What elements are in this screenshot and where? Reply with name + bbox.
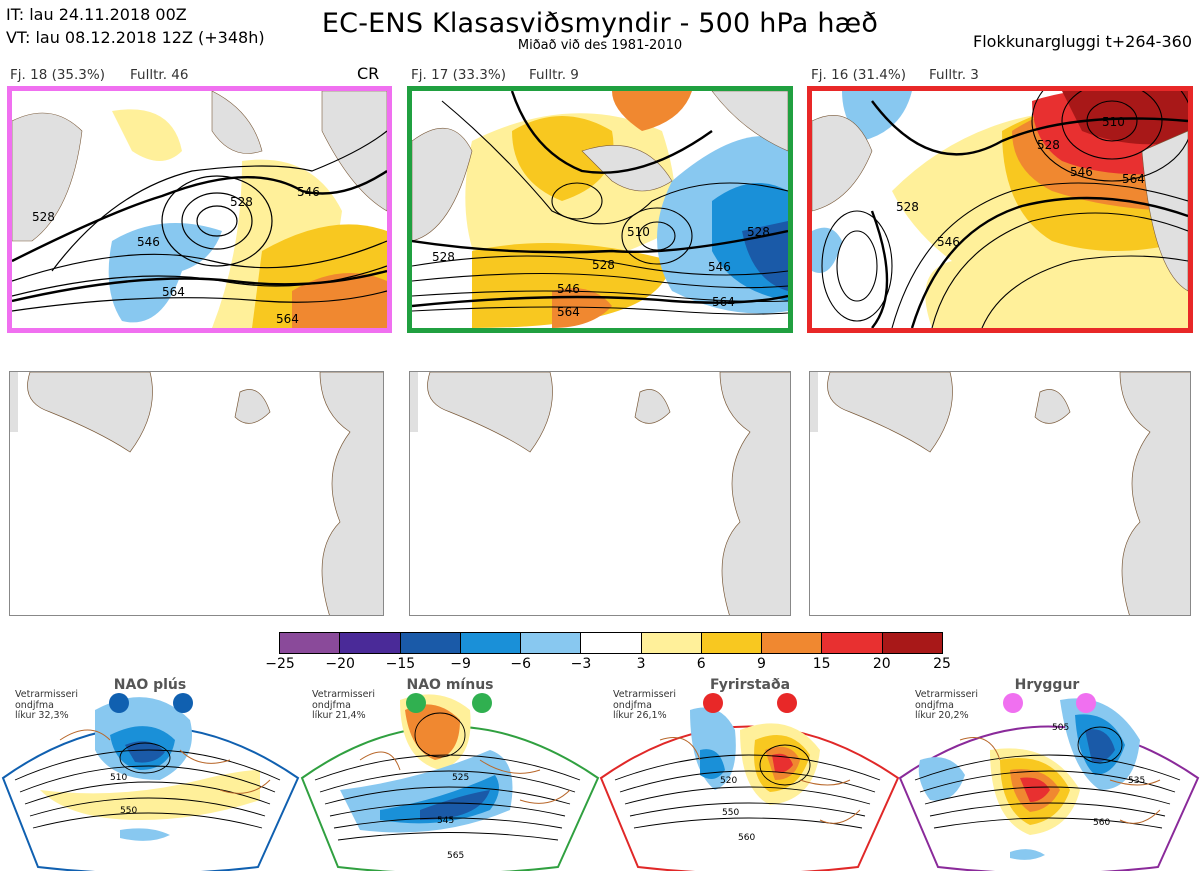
contour-label: 528 [32, 210, 55, 224]
colorbar-segment [459, 633, 521, 653]
contour-label: 528 [747, 225, 770, 239]
contour-label: 528 [896, 200, 919, 214]
contour-label: 564 [162, 285, 185, 299]
colorbar-segment [881, 633, 942, 653]
cluster-3-representative: Fulltr. 3 [929, 67, 979, 83]
cluster-2-map: 528 528 546 564 510 528 546 564 [407, 86, 793, 333]
colorbar-segment [761, 633, 822, 653]
colorbar-segment [339, 633, 400, 653]
colorbar-tick-label: 6 [696, 656, 706, 672]
initial-time: IT: lau 24.11.2018 00Z [6, 5, 187, 24]
cluster-3-map: 510 528 546 564 528 546 [807, 86, 1193, 333]
colorbar-segment [520, 633, 581, 653]
contour-label: 560 [738, 833, 755, 843]
regime-dot [777, 693, 797, 713]
contour-label: 510 [627, 225, 650, 239]
regime-name: NAO mínus [406, 677, 494, 693]
valid-time: VT: lau 08.12.2018 12Z (+348h) [6, 28, 265, 47]
colorbar-tick-label: −3 [570, 656, 592, 672]
regime-name: Fyrirstaða [709, 677, 791, 693]
empty-map-1 [9, 371, 384, 616]
colorbar-tick-label: −6 [510, 656, 532, 672]
contour-label: 546 [1070, 165, 1093, 179]
contour-label: 564 [276, 312, 299, 326]
regime-panels: 510 550 525 545 565 [1, 693, 1200, 871]
contour-label: 565 [447, 851, 464, 861]
regime-dot [703, 693, 723, 713]
colorbar-tick-label: 15 [812, 656, 831, 672]
regime-dot [406, 693, 426, 713]
contour-label: 564 [712, 295, 735, 309]
colorbar-tick-label: −20 [325, 656, 355, 672]
regime-name: NAO plús [113, 677, 187, 693]
regime-nao-minus-map: 525 545 565 [300, 693, 600, 871]
colorbar-tick-label: −15 [385, 656, 416, 672]
contour-label: 564 [1122, 172, 1145, 186]
contour-label: 528 [1037, 138, 1060, 152]
cluster-2-representative: Fulltr. 9 [529, 67, 579, 83]
classification-window: Flokkunargluggi t+264-360 [973, 32, 1192, 51]
contour-label: 510 [110, 773, 127, 783]
contour-label: 550 [722, 808, 739, 818]
page-subtitle: Miðað við des 1981-2010 [517, 38, 683, 53]
contour-label: 535 [1128, 776, 1145, 786]
colorbar-segment [640, 633, 701, 653]
cluster-1-label: Fj. 18 (35.3%) [10, 67, 105, 83]
contour-label: 564 [557, 305, 580, 319]
contour-label: 510 [1102, 115, 1125, 129]
cluster-1-map: 546 564 528 528 546 564 [7, 86, 392, 333]
colorbar-segment [700, 633, 762, 653]
regime-note: Vetrarmisseri ondjfma líkur 21,4% [312, 689, 375, 721]
contour-label: 528 [230, 195, 253, 209]
colorbar-tick-label: −9 [450, 656, 471, 672]
cluster-3-label: Fj. 16 (31.4%) [811, 67, 906, 83]
cluster-1-representative: Fulltr. 46 [130, 67, 189, 83]
colorbar-tick-label: 25 [933, 656, 951, 672]
contour-label: 550 [120, 806, 137, 816]
regime-ridge-map: 505 535 560 [898, 693, 1200, 871]
contour-label: 520 [720, 776, 737, 786]
colorbar-tick-label: 3 [636, 656, 646, 672]
colorbar-tick-label: 9 [756, 656, 766, 672]
colorbar [279, 632, 943, 654]
colorbar-tick-label: −25 [265, 656, 295, 672]
contour-label: 525 [452, 773, 469, 783]
colorbar-segment [580, 633, 641, 653]
contour-label: 545 [437, 816, 454, 826]
contour-label: 546 [708, 260, 731, 274]
contour-label: 505 [1052, 723, 1069, 733]
colorbar-tick-label: 20 [872, 656, 891, 672]
contour-label: 528 [432, 250, 455, 264]
colorbar-segment [821, 633, 882, 653]
regime-dot [472, 693, 492, 713]
contour-label: 546 [937, 235, 960, 249]
regime-nao-plus-map: 510 550 [1, 693, 300, 871]
empty-map-3 [809, 371, 1191, 616]
regime-note: Vetrarmisseri ondjfma líkur 20,2% [915, 689, 978, 721]
contour-label: 546 [137, 235, 160, 249]
colorbar-segment [280, 633, 340, 653]
regime-name: Hryggur [1014, 677, 1080, 693]
regime-dot [1003, 693, 1023, 713]
contour-label: 528 [592, 258, 615, 272]
regime-dot [109, 693, 129, 713]
contour-label: 546 [557, 282, 580, 296]
contour-label: 546 [297, 185, 320, 199]
cluster-2-label: Fj. 17 (33.3%) [411, 67, 506, 83]
cluster-1-tag: CR [357, 64, 380, 83]
empty-map-2 [409, 371, 791, 616]
regime-dot [1076, 693, 1096, 713]
contour-label: 560 [1093, 818, 1110, 828]
colorbar-segment [399, 633, 460, 653]
regime-note: Vetrarmisseri ondjfma líkur 32,3% [15, 689, 78, 721]
regime-blocking-map: 520 550 560 [599, 693, 900, 871]
page-title: EC-ENS Klasasviðsmyndir - 500 hPa hæð [321, 8, 879, 39]
regime-note: Vetrarmisseri ondjfma líkur 26,1% [613, 689, 676, 721]
regime-dot [173, 693, 193, 713]
